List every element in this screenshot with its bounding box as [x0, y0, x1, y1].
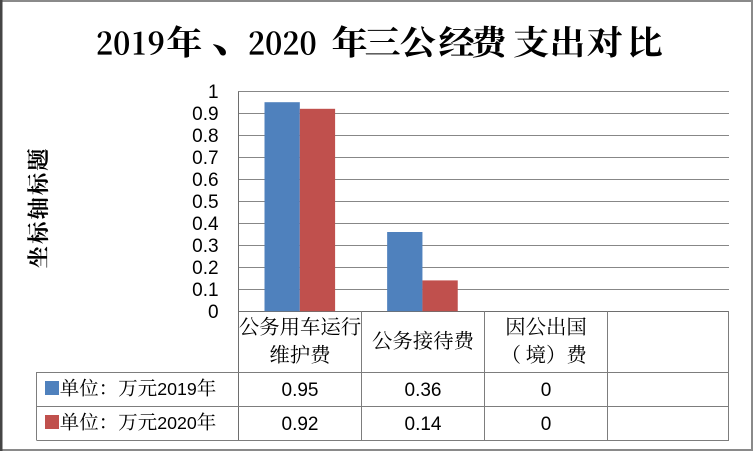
svg-text:0.7: 0.7 [192, 148, 218, 169]
svg-text:0.6: 0.6 [192, 170, 218, 191]
svg-text:0.36: 0.36 [405, 380, 442, 401]
svg-text:0.9: 0.9 [192, 104, 218, 125]
svg-text:0: 0 [541, 380, 552, 401]
svg-text:2019: 2019 [157, 379, 197, 399]
svg-text:0.5: 0.5 [192, 192, 218, 213]
svg-text:0.92: 0.92 [282, 414, 319, 435]
svg-text:2020: 2020 [157, 413, 197, 433]
svg-text:1: 1 [208, 82, 219, 103]
svg-text:0: 0 [541, 414, 552, 435]
svg-text:0: 0 [208, 302, 219, 323]
svg-text:0.4: 0.4 [192, 214, 219, 235]
svg-text:0.2: 0.2 [192, 258, 218, 279]
svg-text:0.95: 0.95 [282, 380, 319, 401]
svg-text:0.3: 0.3 [192, 236, 218, 257]
svg-text:0.14: 0.14 [405, 414, 442, 435]
svg-text:0.1: 0.1 [192, 280, 218, 301]
svg-text:0.8: 0.8 [192, 126, 218, 147]
